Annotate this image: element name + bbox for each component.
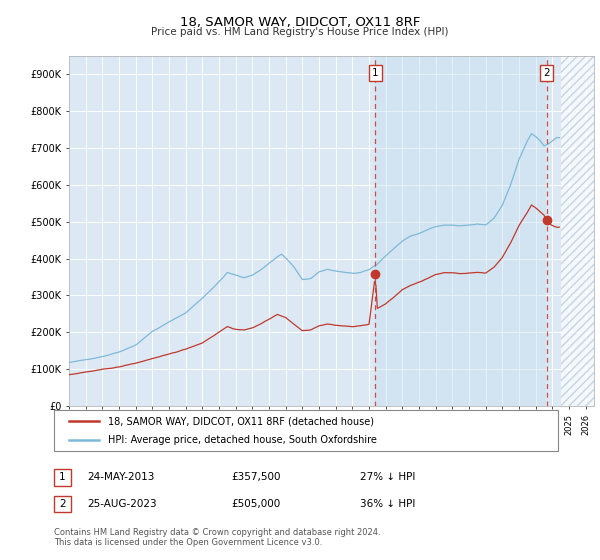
Bar [376, 56, 547, 406]
Text: 27% ↓ HPI: 27% ↓ HPI [360, 472, 415, 482]
Text: 18, SAMOR WAY, DIDCOT, OX11 8RF (detached house): 18, SAMOR WAY, DIDCOT, OX11 8RF (detache… [108, 417, 374, 426]
Text: 36% ↓ HPI: 36% ↓ HPI [360, 499, 415, 509]
Text: 2: 2 [59, 499, 66, 509]
Text: HPI: Average price, detached house, South Oxfordshire: HPI: Average price, detached house, Sout… [108, 435, 377, 445]
Text: 1: 1 [59, 472, 66, 482]
Text: 24-MAY-2013: 24-MAY-2013 [87, 472, 154, 482]
Text: 2: 2 [543, 68, 550, 78]
Text: 1: 1 [372, 68, 379, 78]
Text: Contains HM Land Registry data © Crown copyright and database right 2024.
This d: Contains HM Land Registry data © Crown c… [54, 528, 380, 547]
Text: 25-AUG-2023: 25-AUG-2023 [87, 499, 157, 509]
Bar [560, 56, 594, 406]
Text: £505,000: £505,000 [231, 499, 280, 509]
Text: Price paid vs. HM Land Registry's House Price Index (HPI): Price paid vs. HM Land Registry's House … [151, 27, 449, 37]
Text: £357,500: £357,500 [231, 472, 281, 482]
Text: 18, SAMOR WAY, DIDCOT, OX11 8RF: 18, SAMOR WAY, DIDCOT, OX11 8RF [180, 16, 420, 29]
